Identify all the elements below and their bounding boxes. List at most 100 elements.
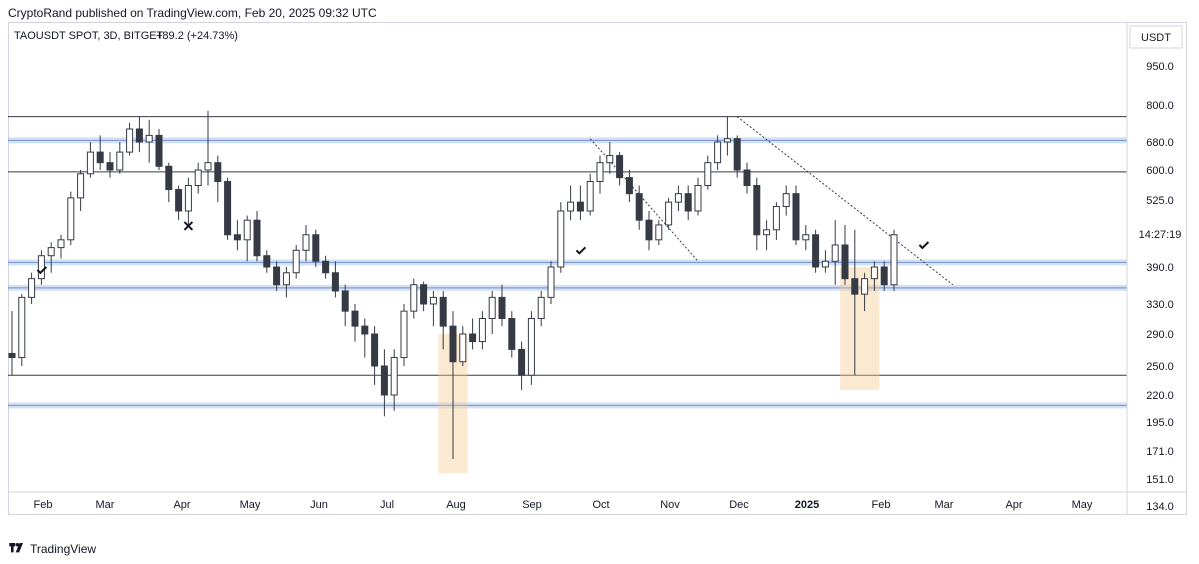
candle-up [861,272,869,312]
y-tick-label: 171.0 [1146,446,1174,458]
y-tick-label: 195.0 [1146,417,1174,429]
y-tick-label: 950.0 [1146,61,1174,73]
candle-up [126,122,134,156]
candle-body [175,189,183,212]
time-axis[interactable]: Feb Mar Apr May Jun Jul Aug Sep Oct Nov Dec 2025 Feb… [34,499,1093,511]
candle-body [665,201,673,226]
candle-body [282,272,290,286]
candle-down [351,304,359,342]
candle-up [478,311,486,350]
x-tick-label: Apr [1005,499,1022,511]
x-tick-label: May [240,499,261,511]
candle-body [527,318,535,376]
candle-body [263,255,271,268]
candle-up [47,242,55,273]
candle-body [96,151,104,164]
candle-down [253,210,261,262]
candle-body [126,128,134,153]
candle-body [37,255,45,280]
candle-up [67,191,75,245]
candle-up [870,261,878,291]
candle-body [410,284,418,312]
y-tick-label: 390.0 [1146,262,1174,274]
candle-down [312,229,320,267]
candle-body [400,310,408,359]
candle-up [86,142,94,178]
candle-body [596,162,604,183]
candle-down [224,177,232,240]
candle-body [714,141,722,164]
candle-up [527,311,535,385]
x-tick-label: Jun [310,499,328,511]
y-tick-label: 220.0 [1146,390,1174,402]
x-tick-label: Feb [872,499,891,511]
check-mark-icon [575,246,587,255]
candle-body [606,155,614,164]
candle-down [420,281,428,312]
symbol-label: TAOUSDT SPOT, 3D, BITGET [14,30,164,42]
candle-up [292,244,300,279]
candle-body [371,333,379,367]
price-axis[interactable]: 950.0 800.0 680.0 600.0 525.0 390.0 330.0 290.0… [1146,61,1174,513]
candle-body [753,185,761,236]
candle-down [322,255,330,279]
x-tick-label: 2025 [795,499,819,511]
tradingview-logo-icon [9,543,23,553]
candle-body [782,193,790,208]
candlestick-chart[interactable]: TAOUSDT SPOT, 3D, BITGET +89.2 (+24.73%)… [8,22,1187,515]
candle-up [116,142,124,174]
countdown-label: 14:27:19 [1139,229,1182,241]
candle-body [635,193,643,221]
y-tick-label: 680.0 [1146,137,1174,149]
candle-body [292,249,300,274]
price-change-label: +89.2 (+24.73%) [156,30,238,42]
x-tick-label: Feb [34,499,53,511]
candle-body [625,177,633,195]
candle-down [106,152,114,178]
candle-down [841,224,849,285]
candle-up [821,250,829,273]
candle-body [870,266,878,280]
candle-up [831,220,839,285]
candle-body [420,284,428,305]
candle-body [243,219,251,241]
candle-up [37,250,45,285]
candle-down [449,311,457,460]
x-tick-label: Apr [173,499,190,511]
candle-down [165,162,173,203]
candle-body [135,128,143,143]
check-mark-icon [36,266,48,275]
y-tick-label: 250.0 [1146,361,1174,373]
candle-body [616,155,624,179]
highlight-zone [840,267,880,390]
candle-body [518,348,526,376]
candle-body [28,278,36,298]
candle-body [194,169,202,187]
candle-up [243,215,251,262]
candle-body [8,352,16,359]
candle-body [743,169,751,187]
candle-down [361,318,369,358]
tradingview-brand: TradingView [8,542,96,556]
candle-body [694,185,702,212]
candle-body [861,278,869,295]
candle-down [233,220,241,251]
candle-body [469,333,477,343]
candle-body [224,181,232,236]
candle-up [400,304,408,366]
candle-up [390,349,398,411]
candle-down [498,284,506,327]
candle-up [586,173,594,216]
currency-label-box: USDT [1129,25,1183,49]
y-tick-label: 290.0 [1146,329,1174,341]
candle-down [684,185,692,221]
candle-body [86,151,94,175]
candle-up [694,177,702,216]
candles [8,110,898,460]
candle-body [204,162,212,171]
candle-body [655,224,663,241]
y-tick-label: 800.0 [1146,100,1174,112]
candle-body [351,310,359,327]
candle-body [723,138,731,143]
publish-info: CryptoRand published on TradingView.com,… [8,6,377,20]
